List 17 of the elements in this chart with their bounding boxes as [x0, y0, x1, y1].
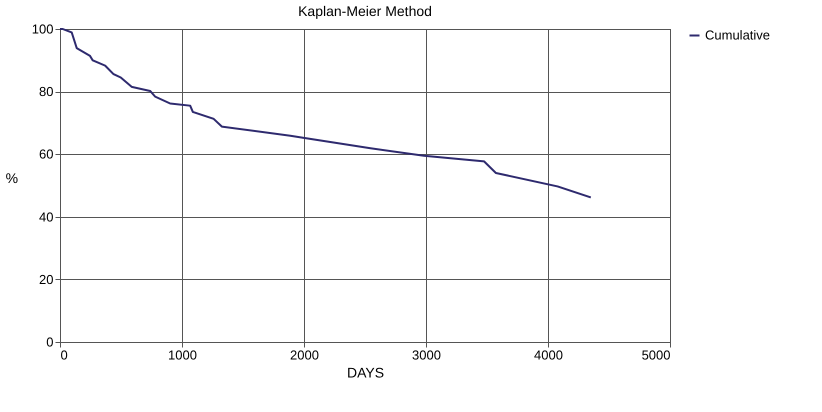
y-tick-label: 0: [46, 334, 54, 350]
y-tick-label: 60: [39, 146, 54, 162]
x-tick-label: 5000: [642, 348, 670, 362]
x-tick-label: 1000: [168, 348, 197, 362]
chart-title: Kaplan-Meier Method: [298, 3, 432, 19]
y-tick-label: 100: [32, 22, 54, 36]
y-tick-label: 20: [39, 272, 54, 287]
legend-label: Cumulative: [705, 28, 770, 42]
y-tick-label: 40: [39, 209, 54, 224]
y-tick-label: 80: [39, 84, 54, 100]
y-axis-title: %: [6, 170, 18, 186]
x-axis-title: DAYS: [346, 364, 384, 380]
x-tick-label: 4000: [534, 348, 563, 362]
line-series: [59, 28, 592, 198]
x-tick-label: 0: [60, 348, 68, 362]
x-tick-label: 2000: [290, 348, 319, 362]
x-tick-label: 3000: [412, 348, 441, 362]
